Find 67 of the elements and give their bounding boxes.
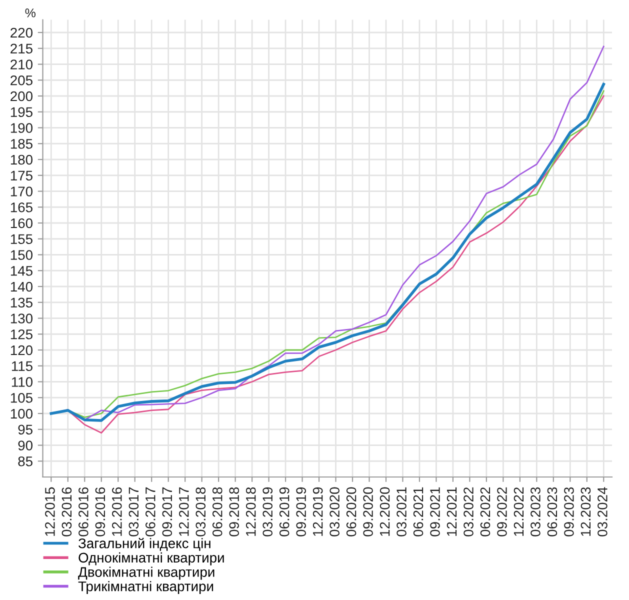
- x-tick-label: 03.2019: [262, 487, 273, 536]
- x-tick-label: 12.2022: [514, 487, 524, 536]
- x-tick-label: 12.2020: [380, 487, 390, 536]
- x-tick-label: 12.2016: [112, 487, 122, 536]
- x-tick-label: 03.2016: [62, 487, 72, 536]
- x-tick-label: 06.2018: [212, 487, 222, 536]
- x-tick-label: 12.2017: [178, 487, 189, 536]
- x-tick-label: 09.2018: [229, 487, 240, 536]
- x-tick-label: 03.2023: [530, 487, 540, 536]
- y-tick-label: 175: [10, 170, 32, 181]
- y-tick-label: 130: [10, 314, 33, 324]
- y-tick-label: 110: [12, 377, 33, 387]
- y-tick-label: 125: [10, 329, 32, 340]
- y-axis-title: %: [25, 8, 36, 18]
- x-tick-label: 03.2020: [330, 487, 340, 536]
- y-tick-label: 140: [10, 282, 33, 292]
- y-tick-label: 205: [10, 75, 32, 86]
- y-tick-label: 200: [10, 91, 33, 102]
- y-tick-label: 195: [10, 107, 32, 118]
- y-tick-label: 190: [10, 123, 33, 133]
- x-tick-label: 12.2019: [312, 487, 323, 536]
- x-tick-label: 09.2016: [95, 487, 106, 536]
- x-tick-label: 06.2020: [346, 487, 356, 536]
- y-tick-label: 100: [10, 408, 33, 419]
- y-tick-label: 165: [10, 202, 32, 212]
- y-tick-label: 105: [10, 392, 32, 403]
- x-tick-label: 03.2018: [196, 487, 206, 536]
- x-tick-label: 09.2021: [430, 487, 440, 536]
- y-tick-label: 220: [10, 28, 33, 38]
- y-tick-label: 115: [12, 361, 32, 372]
- x-tick-label: 09.2022: [497, 487, 507, 536]
- x-tick-label: 09.2017: [162, 487, 172, 536]
- x-tick-label: 06.2022: [480, 487, 490, 536]
- legend-label: Трикімнатні квартири: [78, 581, 214, 594]
- x-tick-label: 03.2017: [128, 487, 139, 536]
- y-tick-label: 90: [18, 440, 33, 450]
- x-tick-label: 03.2024: [598, 487, 608, 536]
- y-tick-label: 180: [10, 154, 33, 165]
- y-tick-label: 120: [10, 345, 33, 356]
- x-tick-label: 06.2019: [279, 487, 290, 536]
- x-tick-label: 06.2023: [547, 487, 558, 536]
- y-tick-label: 185: [10, 138, 32, 149]
- y-tick-label: 145: [10, 266, 32, 276]
- legend-label: Загальний індекс цін: [78, 538, 210, 551]
- x-tick-label: 06.2017: [145, 487, 156, 536]
- x-tick-label: 09.2020: [363, 487, 373, 536]
- x-tick-label: 03.2021: [396, 487, 406, 536]
- legend-label: Однокімнатні квартири: [78, 552, 224, 566]
- x-tick-label: 12.2018: [246, 487, 256, 536]
- legend-label: Двокімнатні квартири: [78, 566, 214, 580]
- y-tick-label: 135: [10, 298, 32, 308]
- y-tick-label: 95: [18, 424, 32, 435]
- x-tick-label: 09.2023: [564, 487, 574, 536]
- x-tick-label: 09.2019: [296, 487, 306, 536]
- y-tick-label: 85: [18, 456, 32, 466]
- y-tick-label: 150: [10, 250, 33, 260]
- x-tick-label: 12.2023: [580, 487, 591, 536]
- x-tick-label: 06.2016: [78, 487, 88, 536]
- x-tick-label: 12.2015: [45, 487, 55, 536]
- y-tick-label: 170: [10, 186, 33, 196]
- y-tick-label: 160: [10, 218, 33, 228]
- x-tick-label: 06.2021: [413, 487, 424, 536]
- y-tick-label: 155: [10, 234, 32, 244]
- y-tick-label: 210: [10, 60, 33, 70]
- x-tick-label: 03.2022: [464, 487, 474, 536]
- y-tick-label: 215: [10, 44, 32, 54]
- x-tick-label: 12.2021: [446, 487, 457, 536]
